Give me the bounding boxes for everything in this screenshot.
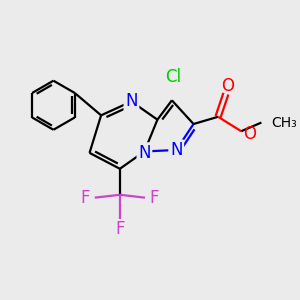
Text: O: O xyxy=(243,125,256,143)
Text: N: N xyxy=(125,92,138,110)
Text: F: F xyxy=(149,189,159,207)
Text: O: O xyxy=(221,76,234,94)
Text: F: F xyxy=(81,189,90,207)
Text: CH₃: CH₃ xyxy=(272,116,297,130)
Text: F: F xyxy=(115,220,124,238)
Text: Cl: Cl xyxy=(165,68,182,86)
Text: N: N xyxy=(170,141,182,159)
Text: N: N xyxy=(138,144,151,162)
